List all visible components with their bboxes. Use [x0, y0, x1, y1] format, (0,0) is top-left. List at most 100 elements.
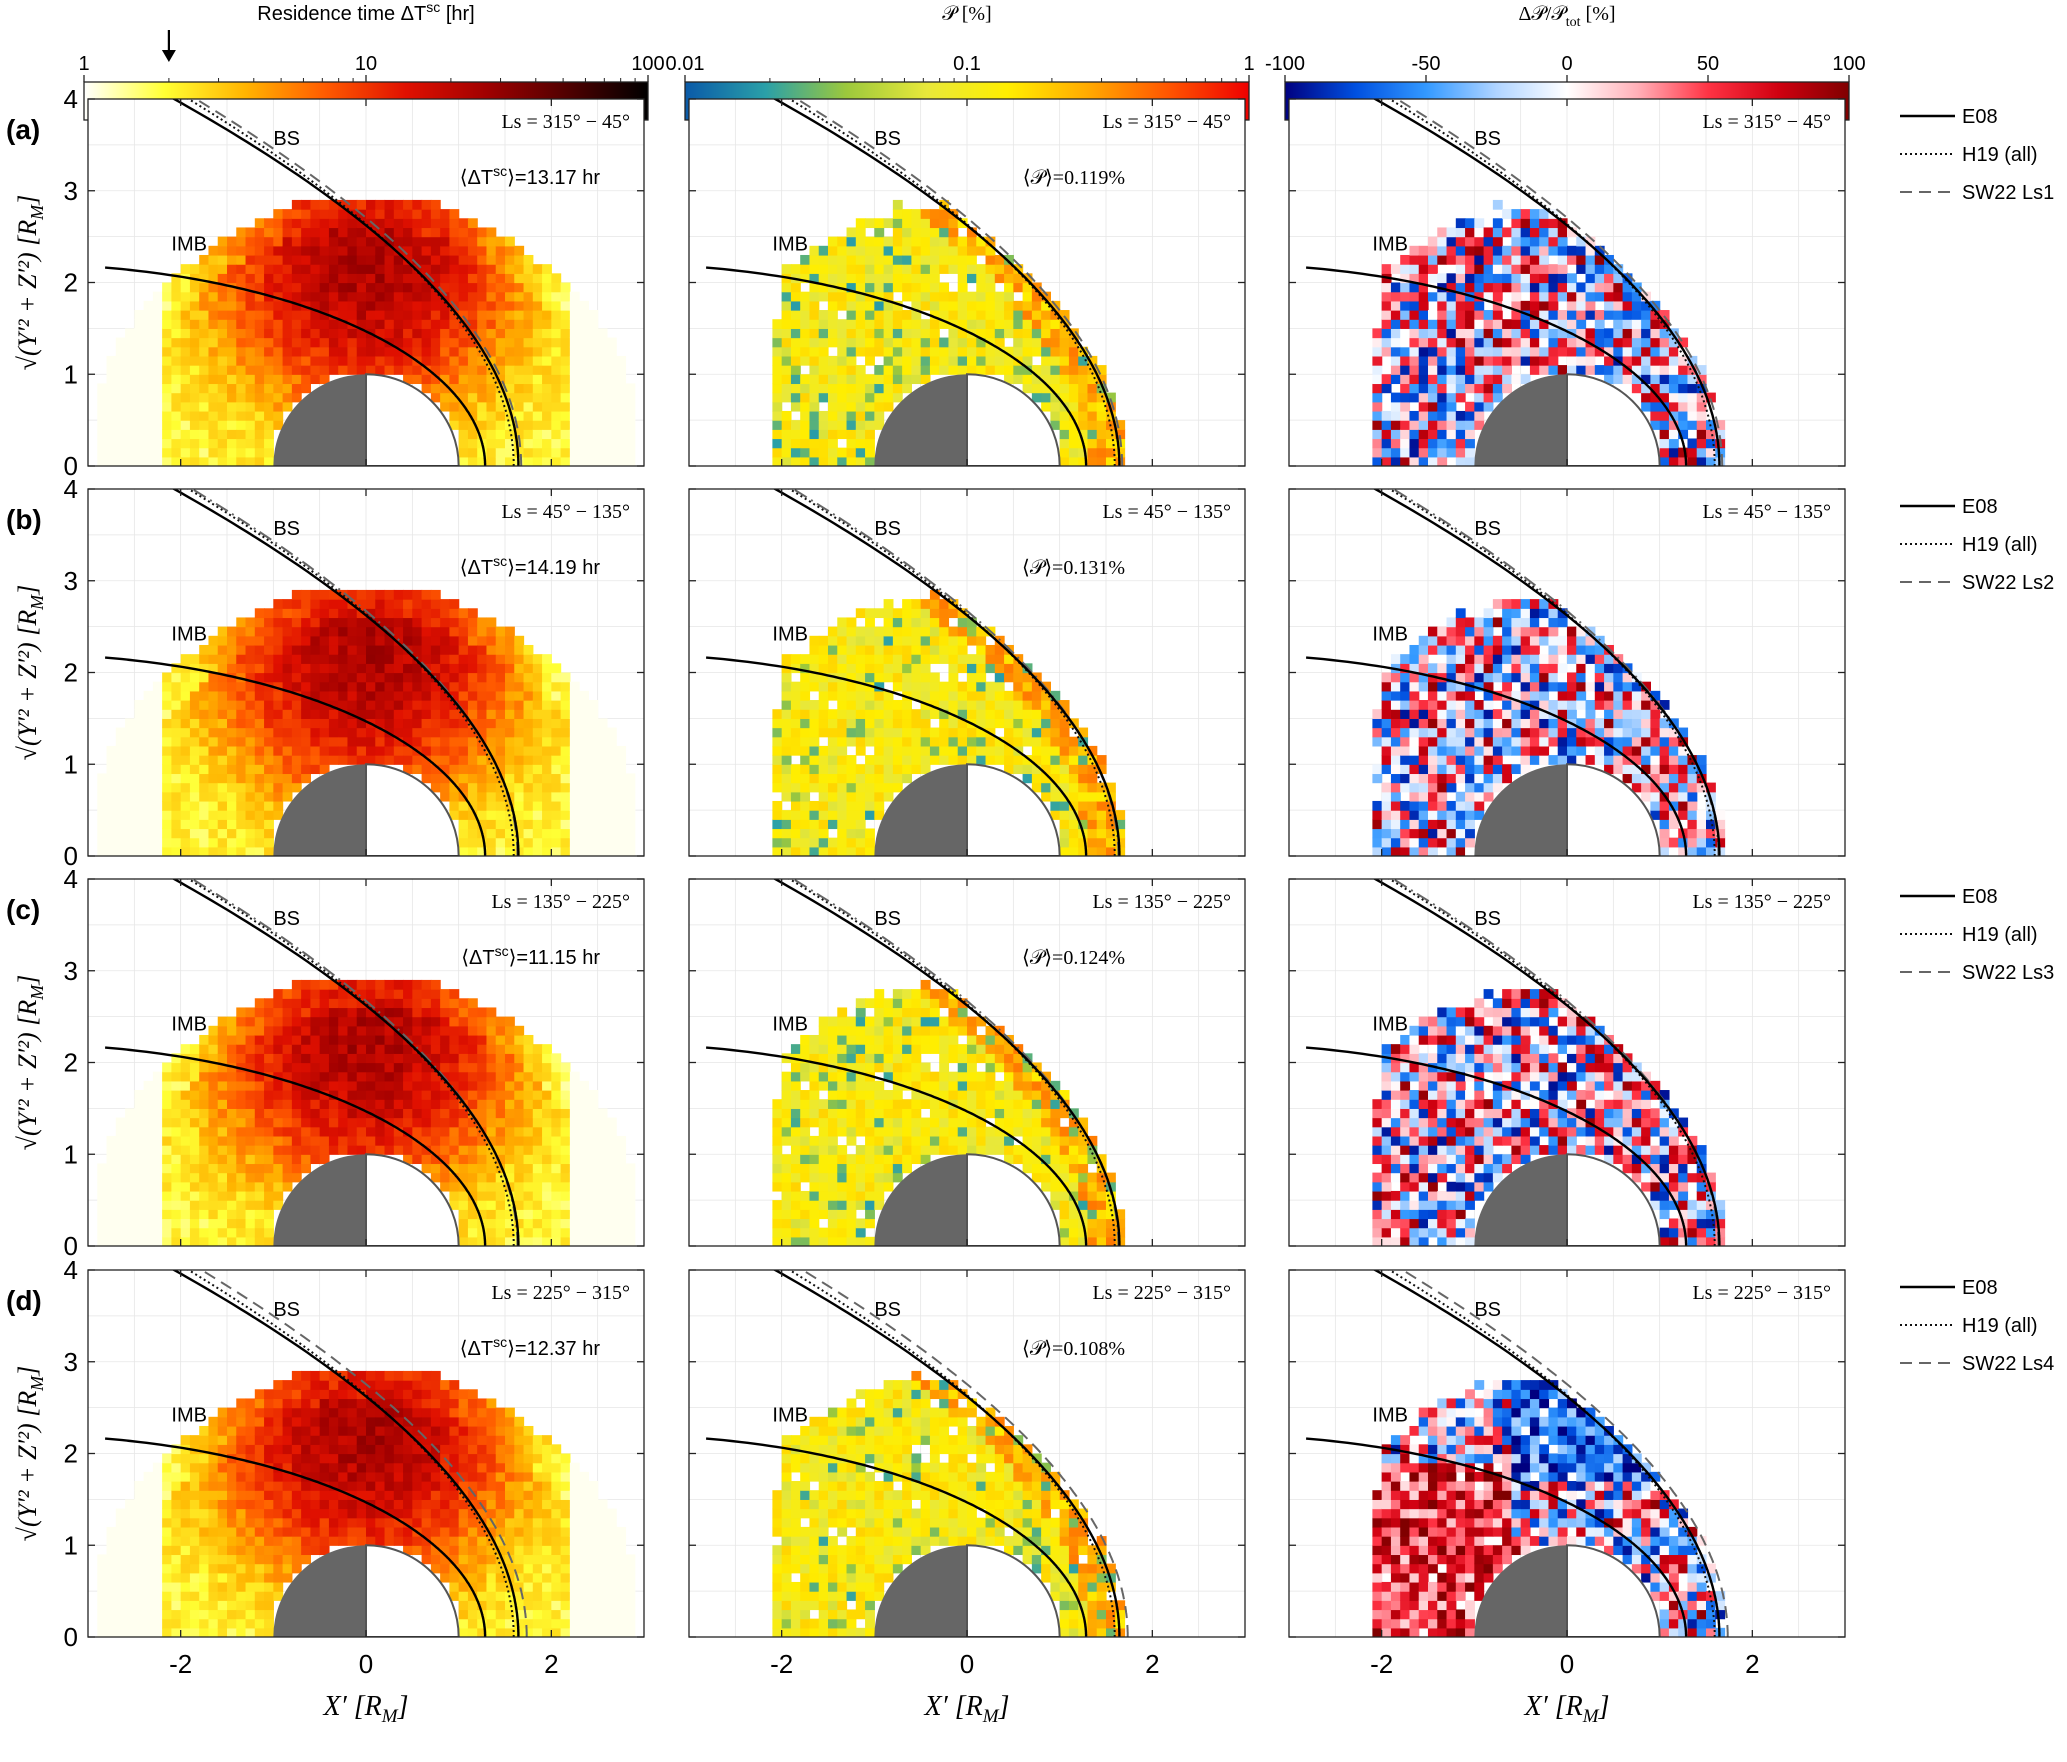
heatmap-cell [328, 608, 339, 619]
heatmap-cell [356, 310, 367, 320]
heatmap-cell [1428, 410, 1438, 421]
heatmap-cell [393, 282, 404, 293]
heatmap-cell [236, 227, 247, 238]
heatmap-cell [125, 410, 135, 421]
heatmap-cell [1539, 700, 1550, 710]
heatmap-cell [994, 745, 1005, 756]
heatmap-cell [273, 319, 284, 329]
heatmap-cell [97, 828, 108, 839]
heatmap-cell [1548, 626, 1559, 637]
heatmap-cell [477, 755, 488, 765]
heatmap-cell [532, 654, 543, 664]
h19-boundary [787, 99, 1116, 466]
heatmap-cell [301, 365, 311, 375]
heatmap-cell [1381, 456, 1392, 466]
heatmap-cell [1529, 337, 1540, 348]
heatmap-cell [375, 300, 386, 311]
heatmap-cell [892, 773, 903, 784]
heatmap-cell [976, 672, 987, 683]
heatmap-cell [430, 273, 441, 284]
heatmap-cell [486, 681, 497, 692]
heatmap-cell [1068, 745, 1079, 756]
heatmap-cell [1087, 764, 1098, 775]
heatmap-cell [1594, 755, 1605, 765]
heatmap-cell [1400, 755, 1411, 765]
heatmap-cell [393, 209, 404, 219]
heatmap-cell [458, 328, 469, 339]
heatmap-cell [1400, 254, 1411, 265]
heatmap-cell [412, 644, 423, 655]
bow-shock-curve [772, 99, 1121, 466]
heatmap-cell [1594, 291, 1605, 302]
heatmap-cell [291, 264, 302, 274]
heatmap-cell [1474, 654, 1485, 664]
heatmap-cell [171, 392, 182, 403]
heatmap-cell [911, 635, 922, 646]
heatmap-cell [994, 690, 1005, 701]
heatmap-cell [366, 365, 376, 375]
heatmap-cell [781, 282, 792, 293]
heatmap-cell [892, 337, 903, 348]
heatmap-cell [1013, 264, 1024, 274]
heatmap-cell [199, 800, 210, 811]
heatmap-cell [189, 681, 200, 692]
heatmap-cell [1013, 282, 1024, 293]
heatmap-cell [523, 355, 534, 366]
heatmap-cell [217, 663, 228, 674]
heatmap-cell [1687, 410, 1698, 421]
heatmap-cell [985, 282, 996, 293]
heatmap-cell [985, 745, 996, 756]
heatmap-cell [347, 300, 358, 311]
heatmap-cell [855, 745, 866, 756]
heatmap-cell [319, 764, 330, 775]
heatmap-cell [273, 599, 284, 609]
heatmap-cell [790, 690, 801, 701]
heatmap-cell [477, 383, 488, 394]
heatmap-cell [542, 736, 552, 747]
heatmap-cell [338, 199, 349, 210]
heatmap-cell [1390, 736, 1401, 747]
heatmap-cell [606, 374, 617, 385]
heatmap-cell [189, 718, 200, 729]
heatmap-cell [301, 383, 311, 394]
heatmap-cell [597, 365, 608, 375]
heatmap-cell [236, 745, 247, 756]
heatmap-cell [625, 447, 636, 458]
heatmap-cell [375, 282, 386, 293]
heatmap-cell [273, 800, 284, 811]
heatmap-cell [208, 709, 219, 719]
heatmap-cell [310, 672, 321, 683]
heatmap-cell [911, 328, 922, 339]
heatmap-cell [883, 608, 894, 619]
heatmap-cell [449, 800, 460, 811]
heatmap-cell [781, 819, 792, 830]
heatmap-cell [375, 644, 386, 655]
heatmap-cell [347, 755, 358, 765]
heatmap-cell [208, 681, 219, 692]
heatmap-cell [449, 328, 460, 339]
heatmap-cell [217, 626, 228, 637]
heatmap-cell [920, 291, 931, 302]
heatmap-cell [477, 282, 488, 293]
heatmap-cell [505, 819, 515, 830]
heatmap-cell [818, 700, 829, 710]
heatmap-cell [366, 291, 376, 302]
heatmap-cell [486, 819, 497, 830]
heatmap-cell [985, 310, 996, 320]
heatmap-cell [809, 346, 820, 357]
heatmap-cell [1483, 764, 1494, 775]
heatmap-cell [874, 282, 885, 293]
heatmap-cell [1631, 319, 1642, 329]
heatmap-cell [264, 346, 274, 357]
heatmap-cell [458, 300, 469, 311]
heatmap-cell [282, 374, 293, 385]
heatmap-cell [1576, 690, 1587, 701]
heatmap-cell [1594, 346, 1605, 357]
heatmap-cell [929, 635, 940, 646]
heatmap-cell [412, 374, 423, 385]
heatmap-cell [1372, 846, 1383, 856]
heatmap-cell [495, 300, 506, 311]
heatmap-cell [505, 355, 515, 366]
heatmap-cell [1068, 365, 1079, 375]
